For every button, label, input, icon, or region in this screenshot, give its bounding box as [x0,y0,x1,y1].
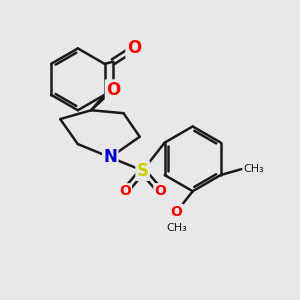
Text: O: O [154,184,166,198]
Text: O: O [119,184,131,198]
Text: O: O [171,205,182,219]
Text: CH₃: CH₃ [244,164,265,174]
Text: S: S [136,162,148,180]
Text: CH₃: CH₃ [166,223,187,233]
Text: O: O [106,81,120,99]
Text: O: O [127,39,141,57]
Text: N: N [103,148,117,166]
